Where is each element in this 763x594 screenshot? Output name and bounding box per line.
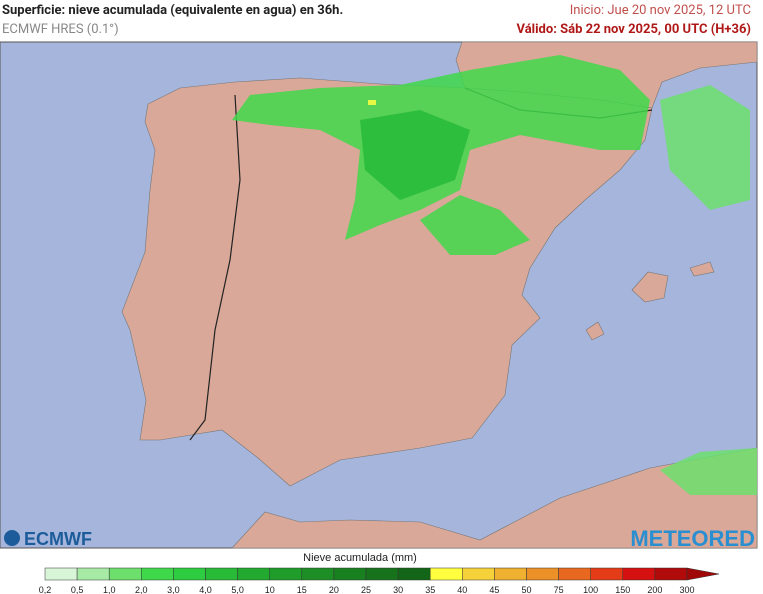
legend-tick-label: 300 xyxy=(679,585,694,594)
legend: 0,2 0,5 1,0 2,0 3,0 4,0 5,0 10 15 20 25 30 35 40 45 50 7… xyxy=(39,567,720,594)
legend-swatch xyxy=(558,567,591,581)
snow-areas xyxy=(232,55,757,495)
legend-tick-label: 5,0 xyxy=(231,585,244,594)
legend-tick-label: 25 xyxy=(361,585,371,594)
legend-tick-label: 20 xyxy=(329,585,339,594)
legend-tick-label: 75 xyxy=(554,585,564,594)
legend-tick-label: 30 xyxy=(393,585,403,594)
legend-tick-label: 4,0 xyxy=(199,585,212,594)
menorca xyxy=(689,261,715,277)
legend-swatch xyxy=(108,567,142,581)
legend-swatch xyxy=(365,567,399,581)
mallorca xyxy=(631,271,669,303)
legend-tick-label: 1,0 xyxy=(103,585,116,594)
snow-area xyxy=(420,195,530,255)
legend-swatch xyxy=(333,567,367,581)
legend-tick-label: 3,0 xyxy=(167,585,180,594)
legend-swatch xyxy=(654,567,688,581)
title: Superficie: nieve acumulada (equivalente… xyxy=(2,3,344,18)
legend-swatch xyxy=(462,567,495,581)
legend-tick-label: 0,2 xyxy=(39,585,52,594)
snow-area xyxy=(368,100,376,105)
model: ECMWF HRES (0.1°) xyxy=(2,22,119,37)
legend-swatch xyxy=(494,567,527,581)
ecmwf-logo: ECMWF xyxy=(4,529,92,549)
legend-swatch xyxy=(141,567,174,581)
legend-tick-label: 150 xyxy=(615,585,630,594)
legend-swatch xyxy=(173,567,206,581)
legend-tick-label: 2,0 xyxy=(135,585,148,594)
snow-area xyxy=(660,85,750,210)
legend-tick-label: 15 xyxy=(297,585,307,594)
legend-swatch xyxy=(301,567,335,581)
legend-tick-label: 40 xyxy=(457,585,467,594)
legend-swatch xyxy=(44,567,78,581)
legend-swatch xyxy=(622,567,656,581)
portugal-border xyxy=(189,94,241,441)
legend-swatch xyxy=(205,567,238,581)
logo-right: METEORED xyxy=(630,526,755,551)
legend-swatch xyxy=(526,567,559,581)
logo-left: ECMWF xyxy=(24,529,92,549)
legend-arrow xyxy=(686,567,720,581)
ibiza xyxy=(585,321,605,341)
legend-tick-label: 10 xyxy=(265,585,275,594)
legend-tick-label: 100 xyxy=(583,585,598,594)
legend-swatch xyxy=(397,567,431,581)
legend-tick-label: 50 xyxy=(521,585,531,594)
legend-title: Nieve acumulada (mm) xyxy=(303,552,417,564)
valid-time: Válido: Sáb 22 nov 2025, 00 UTC (H+36) xyxy=(516,22,751,37)
snow-area xyxy=(660,448,757,495)
legend-tick-label: 35 xyxy=(425,585,435,594)
init-time: Inicio: Jue 20 nov 2025, 12 UTC xyxy=(569,3,751,18)
legend-swatch xyxy=(237,567,270,581)
legend-swatch xyxy=(429,567,463,581)
legend-tick-label: 45 xyxy=(489,585,499,594)
legend-swatch xyxy=(76,567,110,581)
legend-tick-label: 200 xyxy=(647,585,662,594)
legend-tick-label: 0,5 xyxy=(71,585,84,594)
legend-swatch xyxy=(590,567,624,581)
legend-swatch xyxy=(269,567,303,581)
snow-area xyxy=(360,110,470,200)
